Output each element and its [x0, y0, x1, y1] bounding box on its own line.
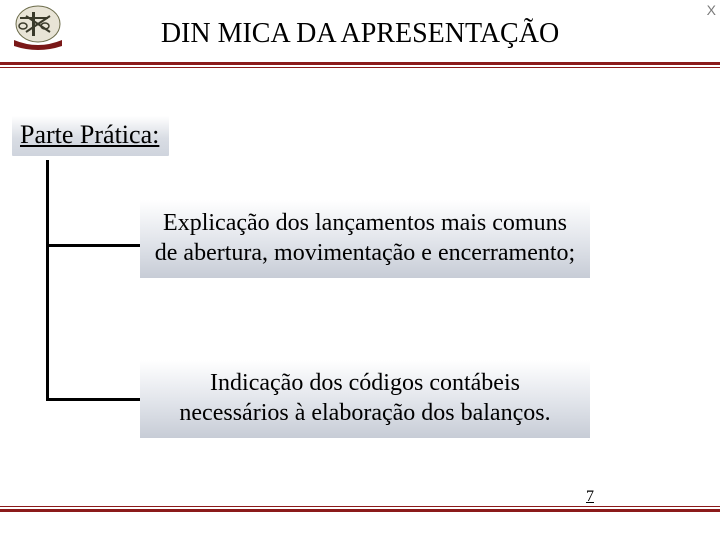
connector-vertical	[46, 160, 49, 400]
close-icon[interactable]: X	[707, 2, 716, 18]
slide-header: DIN MICA DA APRESENTAÇÃO X	[0, 0, 720, 60]
slide-title: DIN MICA DA APRESENTAÇÃO	[0, 10, 720, 50]
connector-horizontal-2	[46, 398, 140, 401]
logo-emblem	[8, 2, 68, 50]
footer-rule	[0, 506, 720, 512]
header-rule	[0, 62, 720, 68]
content-box-2: Indicação dos códigos contábeis necessár…	[140, 360, 590, 438]
section-subtitle: Parte Prática:	[12, 116, 169, 156]
content-box-1: Explicação dos lançamentos mais comuns d…	[140, 200, 590, 278]
connector-horizontal-1	[46, 244, 140, 247]
page-number: 7	[580, 488, 600, 506]
